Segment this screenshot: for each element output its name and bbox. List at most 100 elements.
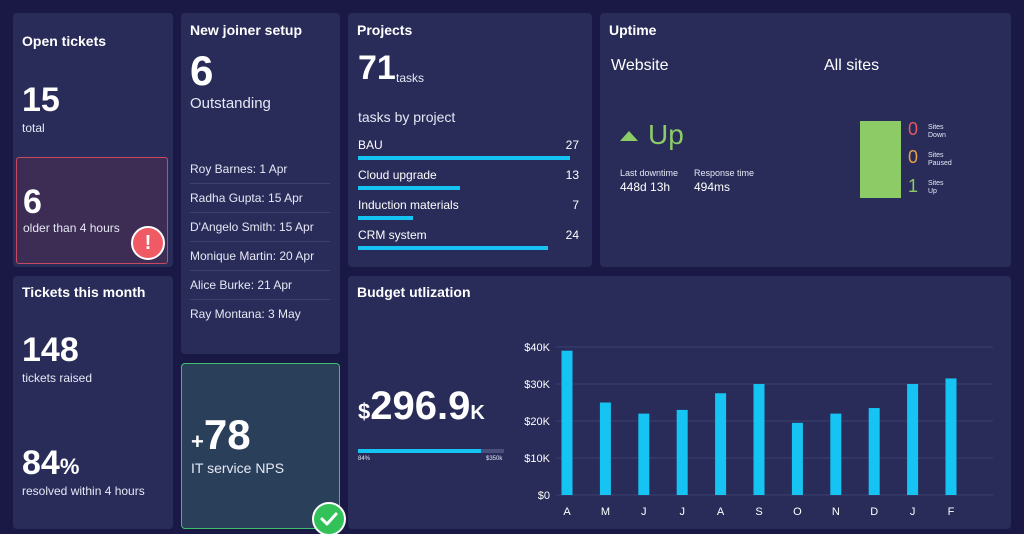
nps-sign: +	[191, 429, 204, 454]
budget-progress-bar	[358, 449, 504, 453]
project-name: BAU	[358, 138, 383, 152]
project-name: Induction materials	[358, 198, 459, 212]
up-status-text: Up	[648, 119, 684, 150]
old-tickets-value: 6	[23, 183, 42, 221]
bar	[830, 413, 842, 495]
joiner-list: Roy Barnes: 1 Apr Radha Gupta: 15 Apr D'…	[190, 155, 330, 329]
bar	[638, 413, 650, 495]
uptime-card: Uptime Website All sites Up Last downtim…	[600, 13, 1011, 267]
bar	[945, 378, 957, 495]
project-count: 7	[572, 198, 579, 212]
bar	[791, 422, 803, 495]
response-time-label: Response time	[694, 168, 755, 178]
sites-paused-label: Sites Paused	[928, 152, 952, 167]
projects-title: Projects	[357, 22, 413, 38]
response-time-value: 494ms	[694, 180, 731, 194]
budget-max-label: $350k	[486, 456, 503, 462]
project-progress-fill	[358, 156, 571, 160]
resolved-label: resolved within 4 hours	[22, 484, 145, 498]
y-tick-label: $40K	[524, 342, 550, 354]
x-tick-label: O	[793, 506, 802, 518]
budget-bar-chart: $0 $10K $20K $30K $40K A M J J A S O N D J F	[524, 342, 993, 518]
exclamation-icon: !	[131, 226, 165, 260]
budget-progress-fill	[358, 449, 481, 453]
open-tickets-title: Open tickets	[22, 33, 107, 49]
project-progress-fill	[358, 186, 460, 190]
list-item: D'Angelo Smith: 15 Apr	[190, 213, 330, 242]
sites-down-label-1: Sites	[928, 124, 944, 131]
sites-up-count: 1	[908, 176, 919, 196]
project-count: 13	[565, 168, 579, 182]
project-name: CRM system	[358, 228, 427, 242]
list-item: Ray Montana: 3 May	[190, 307, 301, 321]
x-tick-label: N	[832, 506, 840, 518]
nps-number: 78	[203, 411, 251, 458]
nps-value: +78	[191, 414, 251, 456]
tickets-raised-label: tickets raised	[22, 371, 93, 385]
project-progress-bar	[358, 186, 579, 190]
bar	[868, 408, 880, 495]
sites-up-bar	[860, 121, 901, 198]
projects-card: Projects 71 tasks tasks by project BAU 27…	[348, 13, 592, 267]
bar	[715, 393, 727, 495]
budget-title: Budget utlization	[357, 284, 471, 300]
project-progress-bar	[358, 216, 579, 220]
last-downtime-label: Last downtime	[620, 168, 679, 178]
list-item: Alice Burke: 21 Apr	[190, 271, 330, 300]
sites-paused-count: 0	[908, 147, 919, 167]
sites-down-label: Sites Down	[928, 124, 946, 139]
projects-section-label: tasks by project	[358, 109, 456, 125]
budget-currency: $	[358, 399, 371, 424]
project-progress-bar	[358, 246, 579, 250]
project-count: 24	[565, 228, 579, 242]
list-item: Monique Martin: 20 Apr	[190, 242, 330, 271]
projects-value-label: tasks	[396, 71, 425, 85]
x-tick-label: A	[717, 506, 725, 518]
sites-down-count: 0	[908, 119, 919, 139]
bar	[561, 350, 573, 495]
sites-paused-label-2: Paused	[928, 159, 952, 167]
sites-paused-label-1: Sites	[928, 152, 944, 159]
tickets-month-card: Tickets this month 148 tickets raised 84…	[13, 276, 173, 529]
website-label: Website	[611, 57, 669, 74]
uptime-title: Uptime	[609, 22, 657, 38]
project-progress-fill	[358, 246, 549, 250]
all-sites-label: All sites	[824, 57, 880, 74]
list-item: Radha Gupta: 15 Apr	[190, 184, 330, 213]
new-joiner-card: New joiner setup 6 Outstanding Roy Barne…	[181, 13, 340, 354]
nps-card: +78 IT service NPS	[181, 363, 340, 529]
project-row: CRM system 24	[358, 228, 579, 258]
y-tick-label: $30K	[524, 379, 550, 391]
nps-label: IT service NPS	[191, 460, 285, 476]
bar	[907, 384, 919, 495]
x-tick-label: D	[870, 506, 878, 518]
bar	[753, 384, 765, 495]
up-arrow-icon	[620, 131, 638, 141]
budget-value: $296.9K	[358, 384, 485, 429]
project-row: Induction materials 7	[358, 198, 579, 228]
open-tickets-total-value: 15	[22, 81, 60, 119]
resolved-value: 84%	[22, 446, 79, 480]
project-progress-bar	[358, 156, 579, 160]
budget-unit: K	[470, 402, 485, 424]
list-item: Roy Barnes: 1 Apr	[190, 155, 330, 184]
project-name: Cloud upgrade	[358, 168, 437, 182]
resolved-number: 84	[22, 444, 60, 482]
old-tickets-label: older than 4 hours	[23, 221, 120, 235]
x-tick-label: F	[948, 506, 955, 518]
sites-down-label-2: Down	[928, 131, 946, 139]
checkmark-icon	[312, 502, 346, 534]
open-tickets-total-label: total	[22, 121, 45, 135]
x-tick-label: M	[601, 506, 610, 518]
bar	[599, 402, 611, 495]
y-tick-label: $10K	[524, 453, 550, 465]
open-tickets-card: Open tickets 15 total 6 older than 4 hou…	[13, 13, 173, 267]
tickets-raised-value: 148	[22, 331, 79, 369]
last-downtime-value: 448d 13h	[620, 180, 671, 194]
y-tick-label: $0	[538, 490, 550, 502]
new-joiner-sub: Outstanding	[190, 95, 271, 112]
projects-value: 71	[358, 49, 396, 87]
project-count: 27	[565, 138, 579, 152]
resolved-unit: %	[59, 454, 80, 479]
project-progress-fill	[358, 216, 414, 220]
